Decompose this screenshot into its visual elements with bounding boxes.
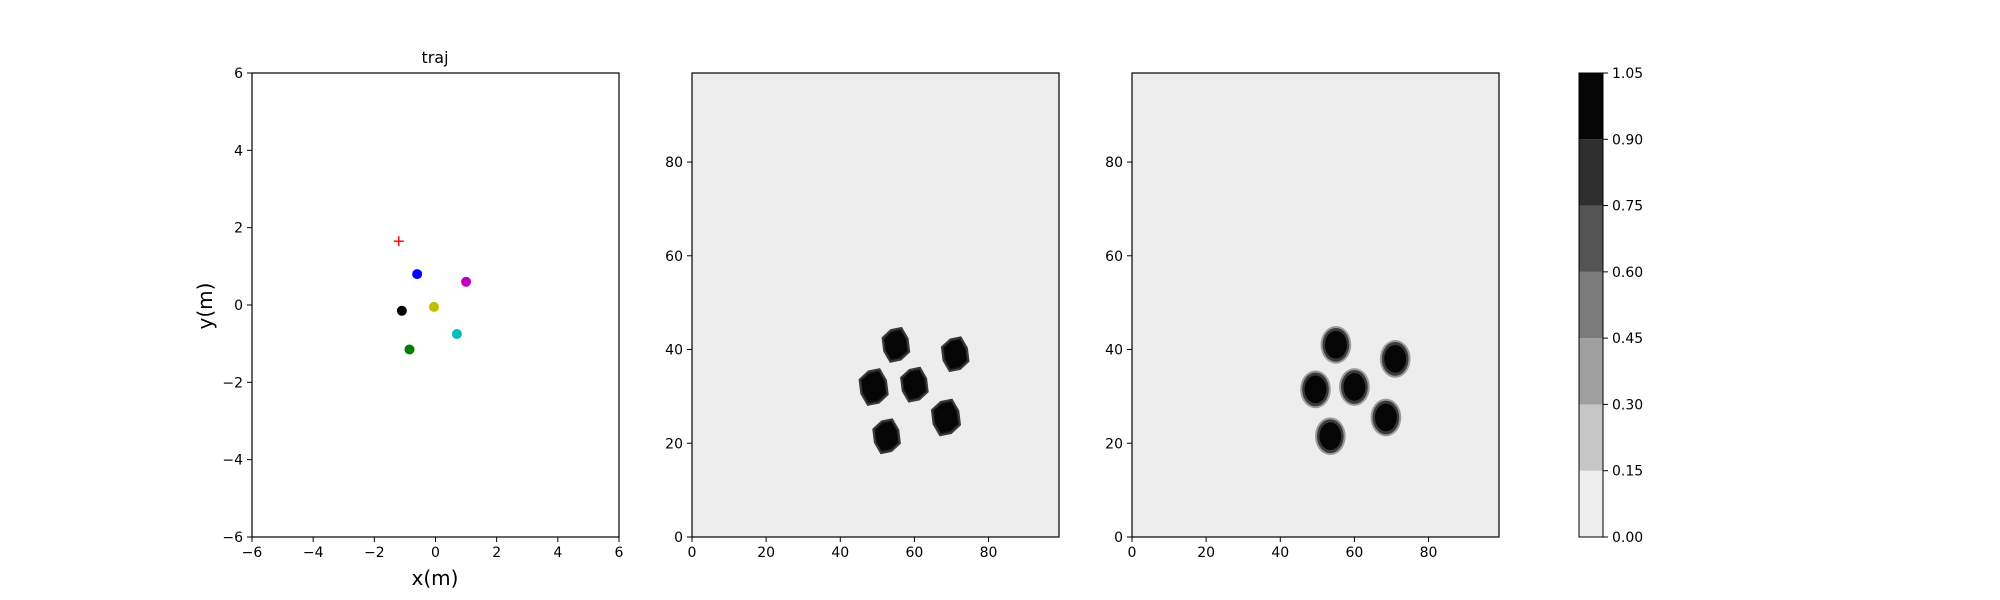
- colorbar: 0.00 0.15 0.30 0.45 0.60 0.75 0.90 1.05: [1578, 66, 1643, 546]
- colorbar-band: [1579, 205, 1603, 272]
- y-tick-label: −2: [222, 375, 243, 391]
- x-tick-label: 80: [1420, 545, 1438, 561]
- y-tick-label: 40: [665, 343, 683, 359]
- x-tick-label: 6: [615, 545, 624, 561]
- plot-frame: [691, 72, 1060, 538]
- x-tick-label: 40: [1271, 545, 1289, 561]
- occupancy-blob-core: [1343, 373, 1366, 401]
- y-axis-label: y(m): [193, 283, 217, 330]
- map-background: [1132, 73, 1499, 537]
- trajectory-plot: traj x(m) y(m) −6 −4 −2 0 2 4 6 −6 −4 −2 0 2 4 6: [193, 48, 624, 590]
- y-tick-label: 80: [665, 155, 683, 171]
- axis-ticks: −6 −4 −2 0 2 4 6 −6 −4 −2 0 2 4 6: [222, 66, 623, 561]
- agent-point: [412, 269, 423, 280]
- agent-point: [428, 301, 439, 312]
- colorbar-band: [1579, 338, 1603, 405]
- agent-point: [404, 344, 415, 355]
- x-tick-label: 0: [431, 545, 440, 561]
- colorbar-tick-label: 0.60: [1612, 265, 1643, 281]
- x-tick-label: 60: [1346, 545, 1364, 561]
- map-background: [692, 73, 1059, 537]
- x-tick-label: 0: [688, 545, 697, 561]
- colorbar-band: [1579, 470, 1603, 537]
- x-tick-label: 80: [980, 545, 998, 561]
- colorbar-band: [1579, 271, 1603, 339]
- colorbar-tick-label: 0.90: [1612, 132, 1643, 148]
- x-tick-label: 0: [1128, 545, 1137, 561]
- y-tick-label: 60: [1105, 249, 1123, 265]
- y-tick-label: 2: [234, 221, 243, 237]
- scatter-points: [393, 236, 472, 355]
- colorbar-tick-label: 0.45: [1612, 331, 1643, 347]
- occupancy-blob-core: [875, 421, 898, 451]
- start-marker: [393, 236, 404, 247]
- x-axis-label: x(m): [412, 566, 459, 590]
- occupancy-blob-core: [1384, 345, 1407, 373]
- x-tick-label: 20: [757, 545, 775, 561]
- y-tick-label: −6: [222, 530, 243, 546]
- axis-ticks: 0 20 40 60 80 0 20 40 60 80: [665, 155, 997, 561]
- colorbar-bands: [1579, 73, 1603, 537]
- colorbar-ticks: 0.00 0.15 0.30 0.45 0.60 0.75 0.90 1.05: [1603, 66, 1643, 546]
- colorbar-tick-label: 0.15: [1612, 464, 1643, 480]
- occupancy-blob-core: [934, 402, 958, 433]
- y-tick-label: 4: [234, 143, 243, 159]
- plot-title: traj: [421, 48, 448, 67]
- x-tick-label: −4: [303, 545, 324, 561]
- colorbar-band: [1579, 73, 1603, 140]
- colorbar-tick-label: 0.75: [1612, 199, 1643, 215]
- agent-point: [451, 329, 462, 339]
- x-tick-label: −2: [364, 545, 385, 561]
- x-tick-label: 4: [553, 545, 562, 561]
- y-tick-label: 6: [234, 66, 243, 82]
- occupancy-blobs: [858, 326, 970, 455]
- y-tick-label: 20: [1105, 436, 1123, 452]
- y-tick-label: 60: [665, 249, 683, 265]
- colorbar-band: [1579, 404, 1603, 471]
- agent-point: [396, 305, 407, 316]
- colorbar-tick-label: 0.30: [1612, 397, 1643, 413]
- x-tick-label: 2: [492, 545, 501, 561]
- y-tick-label: 0: [234, 298, 243, 314]
- y-tick-label: 40: [1105, 343, 1123, 359]
- occupancy-blobs: [1300, 325, 1411, 456]
- x-tick-label: 20: [1197, 545, 1215, 561]
- occupancy-blob-core: [1374, 403, 1397, 432]
- plot-frame: [251, 72, 620, 538]
- colorbar-tick-label: 0.00: [1612, 530, 1643, 546]
- occupancy-map-2: 0 20 40 60 80 0 20 40 60 80: [1105, 72, 1500, 561]
- occupancy-blob-core: [943, 339, 967, 369]
- y-tick-label: −4: [222, 453, 243, 469]
- colorbar-tick-label: 1.05: [1612, 66, 1643, 82]
- y-tick-label: 0: [674, 530, 683, 546]
- occupancy-blob-core: [1324, 331, 1347, 359]
- plot-frame: [1131, 72, 1500, 538]
- occupancy-map-1: 0 20 40 60 80 0 20 40 60 80: [665, 72, 1060, 561]
- occupancy-blob-core: [861, 371, 886, 403]
- y-tick-label: 0: [1114, 530, 1123, 546]
- agent-point: [461, 276, 472, 287]
- colorbar-band: [1579, 139, 1603, 206]
- y-tick-label: 80: [1105, 155, 1123, 171]
- x-tick-label: 40: [831, 545, 849, 561]
- occupancy-blob-core: [884, 330, 908, 360]
- axis-ticks: 0 20 40 60 80 0 20 40 60 80: [1105, 155, 1437, 561]
- x-tick-label: 60: [906, 545, 924, 561]
- occupancy-blob-core: [1304, 375, 1327, 404]
- x-tick-label: −6: [242, 545, 263, 561]
- occupancy-blob-core: [1319, 422, 1342, 451]
- y-tick-label: 20: [665, 436, 683, 452]
- colorbar-frame: [1578, 72, 1604, 538]
- occupancy-blob-core: [903, 370, 926, 399]
